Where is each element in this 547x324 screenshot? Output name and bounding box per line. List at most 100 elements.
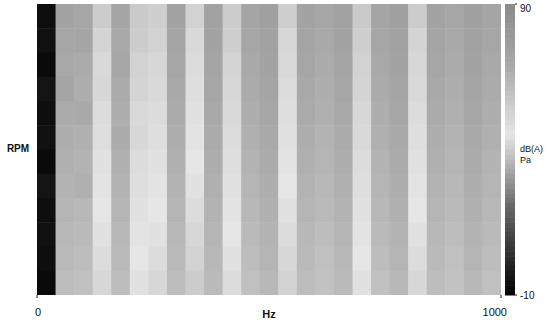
cell [445,271,464,295]
cell [445,125,464,150]
x-axis-label: Hz [262,308,276,320]
cell [167,4,186,29]
cell [93,247,112,272]
colorbar-step [505,9,515,14]
colorbar-tick-label: 90 [520,3,532,14]
colorbar-step [505,4,515,9]
cell [56,28,75,53]
cell [482,125,501,150]
colorbar-tick-label: -10 [520,290,535,301]
cell [74,247,93,272]
cell [445,150,464,175]
cell [130,125,149,150]
cell [482,222,501,247]
cell [315,101,334,126]
cell [241,77,260,102]
cell [353,4,372,29]
cell [204,222,223,247]
cell [315,247,334,272]
cell [278,247,297,272]
cell [297,4,316,29]
cell [167,150,186,175]
cell [297,150,316,175]
cell [353,101,372,126]
cell [56,125,75,150]
cell [315,222,334,247]
cell [185,174,204,199]
cell [482,271,501,295]
cell [334,125,353,150]
cell [223,174,242,199]
cell [204,4,223,29]
colorbar-step [505,188,515,193]
cell [260,125,279,150]
cell [390,222,409,247]
cell [334,4,353,29]
cell [353,53,372,78]
cell [297,247,316,272]
colorbar-label: dB(A) [520,144,543,154]
colorbar-step [505,242,515,247]
cell [260,271,279,295]
cell [37,125,56,150]
cell [260,222,279,247]
cell [427,53,446,78]
cell [334,198,353,223]
colorbar-step [505,116,515,121]
colorbar-step [505,203,515,208]
cell [130,198,149,223]
cell [74,53,93,78]
cell [390,125,409,150]
cell [260,53,279,78]
colorbar-step [505,150,515,155]
cell [353,77,372,102]
cell [297,125,316,150]
cell [223,125,242,150]
cell [37,247,56,272]
cell [353,222,372,247]
cell [148,247,167,272]
cell [148,198,167,223]
cell [371,247,390,272]
cell [223,77,242,102]
colorbar-step [505,276,515,281]
cell [334,28,353,53]
cell [148,125,167,150]
cell [315,271,334,295]
cell [148,53,167,78]
cell [167,174,186,199]
cell [408,53,427,78]
cell [260,247,279,272]
cell [297,174,316,199]
colorbar-step [505,23,515,28]
cell [464,198,483,223]
cell [297,198,316,223]
cell [260,150,279,175]
colorbar-step [505,213,515,218]
cell [334,247,353,272]
cell [464,101,483,126]
cell [37,174,56,199]
cell [223,101,242,126]
cell [74,174,93,199]
cell [93,222,112,247]
cell [74,150,93,175]
cell [185,125,204,150]
cell [167,53,186,78]
colorbar-step [505,106,515,111]
colorbar-step [505,227,515,232]
cell [297,28,316,53]
cell [130,150,149,175]
colorbar-step [505,96,515,101]
cell [185,53,204,78]
cell [37,4,56,29]
cell [167,222,186,247]
cell [111,198,130,223]
cell [371,28,390,53]
cell [111,222,130,247]
colorbar-step [505,256,515,261]
cell [241,53,260,78]
cell [56,174,75,199]
cell [445,198,464,223]
cell [130,4,149,29]
